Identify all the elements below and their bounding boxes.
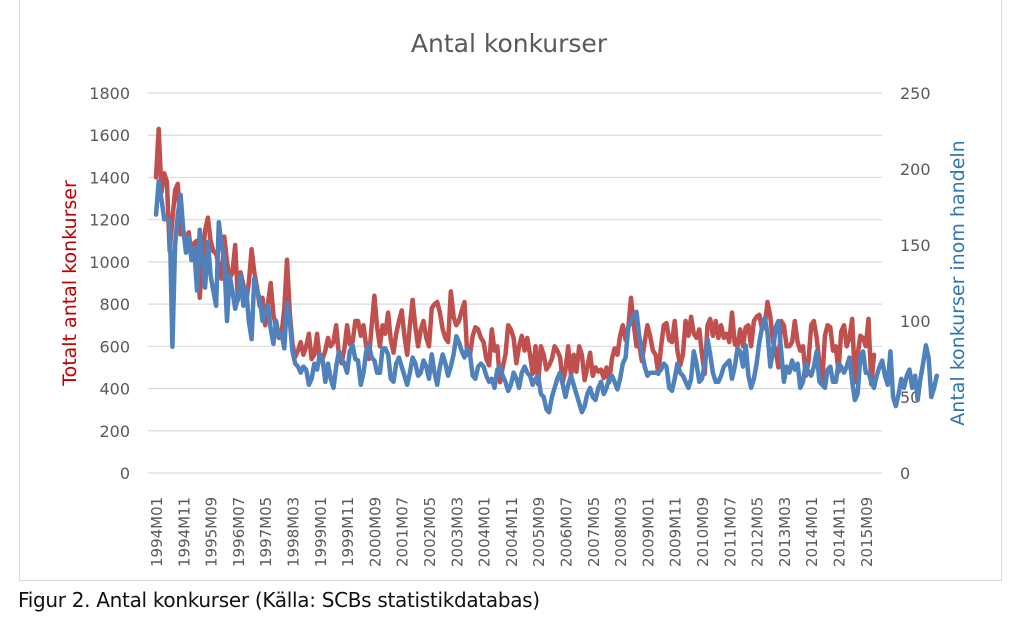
x-tick-label: 2015M09	[858, 497, 876, 567]
x-axis: 1994M01 1994M11 1995M09 1996M07 1997M05 1998M…	[148, 497, 876, 567]
plot-lines	[153, 126, 940, 415]
y-left-tick-label: 1400	[89, 168, 130, 187]
y-left-tick-label: 1000	[89, 253, 130, 272]
x-tick-label: 2004M01	[476, 497, 494, 567]
x-tick-label: 2000M09	[366, 497, 384, 567]
x-tick-label: 2010M09	[694, 497, 712, 567]
y-left-tick-label: 600	[99, 337, 130, 356]
chart: Antal konkurser 020040060080010001200140…	[59, 29, 969, 567]
x-tick-label: 1997M05	[257, 497, 275, 567]
y-right-tick-label: 0	[900, 464, 910, 483]
x-tick-label: 2002M05	[421, 497, 439, 567]
x-tick-label: 2008M03	[612, 497, 630, 567]
x-tick-label: 1998M03	[285, 497, 303, 567]
chart-frame	[19, 0, 1002, 581]
y-right-tick-label: 150	[900, 236, 931, 255]
y-axis-left-label: Totalt antal konkurser	[59, 180, 81, 387]
y-left-tick-label: 400	[99, 380, 130, 399]
x-tick-label: 2001M07	[394, 497, 412, 567]
x-tick-label: 1996M07	[230, 497, 248, 567]
y-right-tick-label: 250	[900, 84, 931, 103]
gridlines	[148, 92, 882, 474]
y-axis-right-label: Antal konkurser inom handeln	[947, 140, 969, 425]
y-left-tick-label: 1600	[89, 126, 130, 145]
y-right-tick-label: 200	[900, 160, 931, 179]
x-tick-label: 2011M07	[721, 497, 739, 567]
x-tick-label: 2003M03	[448, 497, 466, 567]
y-left-tick-label: 1200	[89, 211, 130, 230]
y-right-tick-label: 100	[900, 312, 931, 331]
y-left-tick-label: 800	[99, 295, 130, 314]
chart-title: Antal konkurser	[411, 29, 608, 58]
x-tick-label: 2014M01	[803, 497, 821, 567]
x-tick-label: 2014M11	[831, 497, 849, 567]
x-tick-label: 2004M11	[503, 497, 521, 567]
y-left-tick-label: 200	[99, 422, 130, 441]
x-tick-label: 1994M11	[175, 497, 193, 567]
x-tick-label: 2013M03	[776, 497, 794, 567]
x-tick-label: 2005M09	[530, 497, 548, 567]
x-tick-label: 1999M01	[312, 497, 330, 567]
x-tick-label: 2009M01	[639, 497, 657, 567]
x-tick-label: 2009M11	[667, 497, 685, 567]
y-left-tick-label: 1800	[89, 84, 130, 103]
x-tick-label: 2012M05	[749, 497, 767, 567]
series-line-handeln	[153, 178, 940, 415]
figure-caption: Figur 2. Antal konkurser (Källa: SCBs st…	[18, 588, 540, 612]
x-tick-label: 1994M01	[148, 497, 166, 567]
x-tick-label: 1999M11	[339, 497, 357, 567]
x-tick-label: 2006M07	[558, 497, 576, 567]
y-left-tick-label: 0	[120, 464, 130, 483]
y-axis-left: 0 200 400 600 800 1000 1200 1400 1600 1800	[89, 84, 130, 483]
x-tick-label: 2007M05	[585, 497, 603, 567]
x-tick-label: 1995M09	[203, 497, 221, 567]
